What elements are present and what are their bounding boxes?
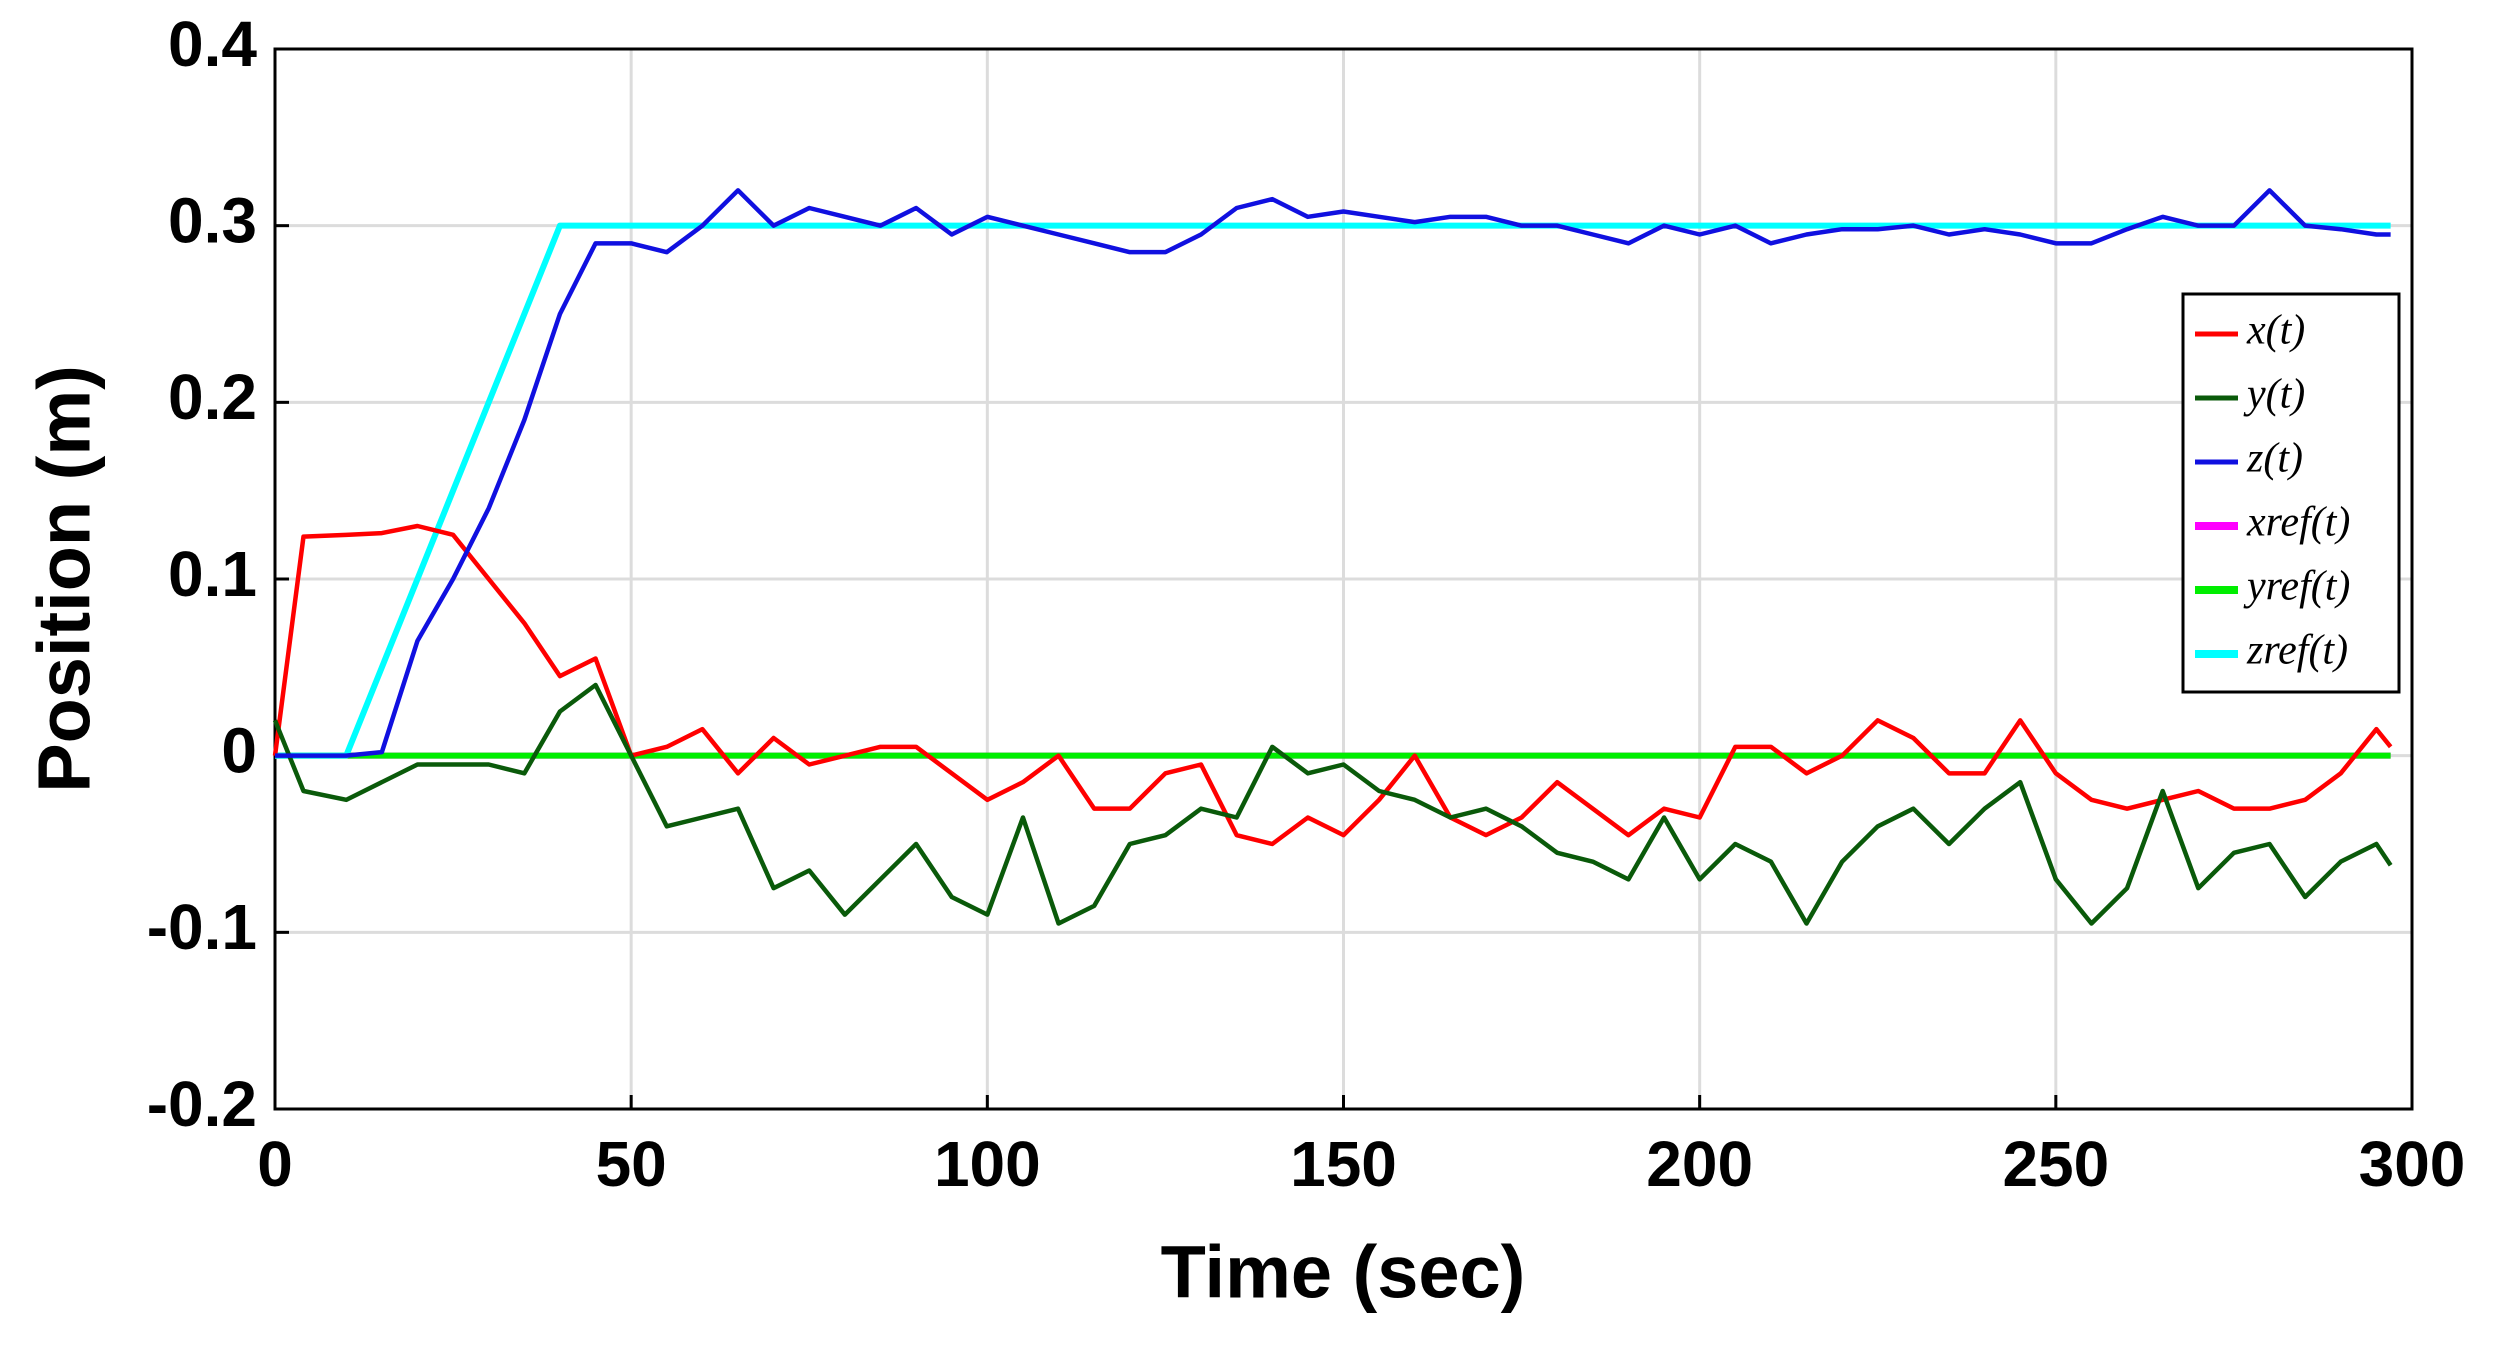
y-tick-label: -0.1: [147, 891, 257, 963]
x-tick-label: 150: [1290, 1128, 1397, 1200]
y-tick-label: 0.4: [168, 8, 257, 80]
x-tick-label: 0: [257, 1128, 293, 1200]
plot-frame: [273, 47, 2414, 1111]
x-axis-label: Time (sec): [1161, 1231, 1526, 1314]
legend-label: y(t): [2243, 372, 2305, 418]
series-line: [275, 188, 2391, 758]
series-line: [275, 222, 2391, 759]
x-tick-label: 50: [596, 1128, 667, 1200]
x-tick-label: 250: [2002, 1128, 2109, 1200]
y-tick-label: 0.2: [168, 361, 257, 433]
y-tick-label: 0: [221, 715, 257, 787]
y-axis-label: Position (m): [23, 365, 106, 793]
legend-label: zref(t): [2246, 628, 2348, 674]
legend-label: xref(t): [2246, 500, 2350, 546]
legend-label: z(t): [2246, 436, 2303, 482]
legend-label: yref(t): [2243, 564, 2350, 610]
y-tick-label: 0.1: [168, 538, 257, 610]
series-line: [272, 682, 2393, 926]
y-tick-label: -0.2: [147, 1068, 257, 1140]
x-tick-label: 300: [2359, 1128, 2466, 1200]
legend-label: x(t): [2246, 308, 2305, 354]
x-tick-label: 100: [934, 1128, 1041, 1200]
legend-box: [2181, 292, 2401, 694]
y-tick-label: 0.3: [168, 185, 257, 257]
x-tick-label: 200: [1646, 1128, 1753, 1200]
